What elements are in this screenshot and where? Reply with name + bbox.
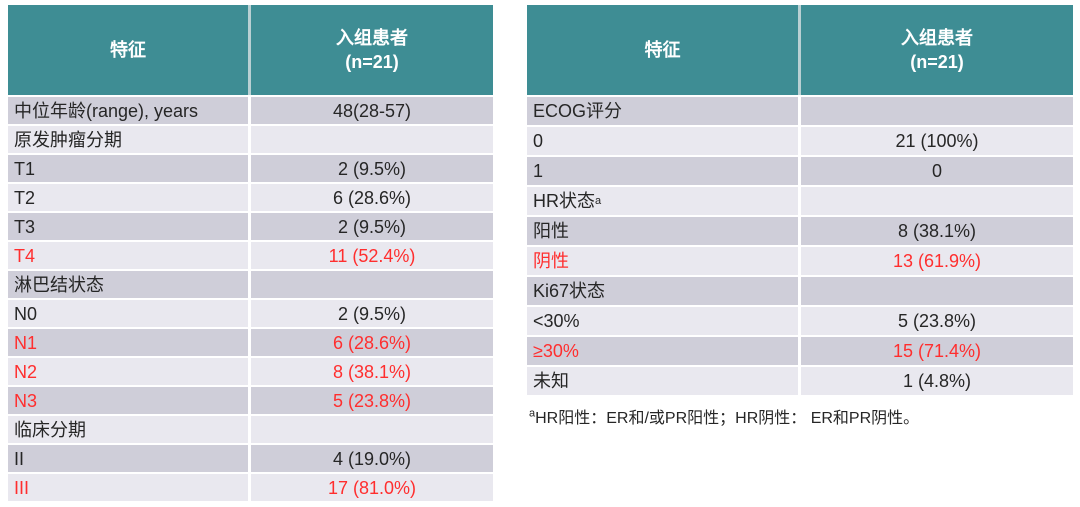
table-row: T3 2 (9.5%) xyxy=(8,213,493,240)
row-value: 6 (28.6%) xyxy=(251,329,493,356)
row-label: 未知 xyxy=(527,367,798,395)
row-label: 临床分期 xyxy=(8,416,248,443)
baseline-table-left: 特征 入组患者 (n=21) 中位年龄(range), years 48(28-5… xyxy=(8,5,493,503)
row-label: II xyxy=(8,445,248,472)
header-patients-label: 入组患者 xyxy=(901,27,973,48)
row-value: 8 (38.1%) xyxy=(801,217,1073,245)
row-label: ECOG评分 xyxy=(527,97,798,125)
row-value xyxy=(251,416,493,443)
row-label: 原发肿瘤分期 xyxy=(8,126,248,153)
row-value xyxy=(251,271,493,298)
row-value xyxy=(801,277,1073,305)
row-value: 2 (9.5%) xyxy=(251,155,493,182)
table-row: N3 5 (23.8%) xyxy=(8,387,493,414)
row-label: ≥30% xyxy=(527,337,798,365)
row-label: N3 xyxy=(8,387,248,414)
table-header: 特征 入组患者 (n=21) xyxy=(527,5,1073,95)
row-value: 5 (23.8%) xyxy=(251,387,493,414)
row-label: III xyxy=(8,474,248,501)
header-feature-column: 特征 xyxy=(527,5,798,95)
row-label: 阳性 xyxy=(527,217,798,245)
header-patients-column: 入组患者 (n=21) xyxy=(251,5,493,95)
row-value: 11 (52.4%) xyxy=(251,242,493,269)
row-value: 5 (23.8%) xyxy=(801,307,1073,335)
row-label: 0 xyxy=(527,127,798,155)
table-row: ≥30% 15 (71.4%) xyxy=(527,337,1073,365)
row-value: 1 (4.8%) xyxy=(801,367,1073,395)
row-value: 2 (9.5%) xyxy=(251,213,493,240)
table-row: N0 2 (9.5%) xyxy=(8,300,493,327)
row-label: N1 xyxy=(8,329,248,356)
row-label: 中位年龄(range), years xyxy=(8,97,248,124)
row-value: 6 (28.6%) xyxy=(251,184,493,211)
row-value: 21 (100%) xyxy=(801,127,1073,155)
row-value: 48(28-57) xyxy=(251,97,493,124)
table-row: 阳性 8 (38.1%) xyxy=(527,217,1073,245)
row-value xyxy=(801,187,1073,215)
table-row: 未知 1 (4.8%) xyxy=(527,367,1073,395)
header-patients-n: (n=21) xyxy=(910,52,964,72)
row-value: 8 (38.1%) xyxy=(251,358,493,385)
row-value: 13 (61.9%) xyxy=(801,247,1073,275)
header-feature-label: 特征 xyxy=(644,39,681,60)
table-row: 原发肿瘤分期 xyxy=(8,126,493,153)
footnote-superscript: a xyxy=(529,407,536,420)
table-row: 中位年龄(range), years 48(28-57) xyxy=(8,97,493,124)
table-row: T4 11 (52.4%) xyxy=(8,242,493,269)
row-value: 0 xyxy=(801,157,1073,185)
row-value: 4 (19.0%) xyxy=(251,445,493,472)
header-patients-column: 入组患者 (n=21) xyxy=(801,5,1073,95)
table-row: N1 6 (28.6%) xyxy=(8,329,493,356)
row-label: 淋巴结状态 xyxy=(8,271,248,298)
table-row: N2 8 (38.1%) xyxy=(8,358,493,385)
row-value: 2 (9.5%) xyxy=(251,300,493,327)
header-feature-column: 特征 xyxy=(8,5,248,95)
row-label: <30% xyxy=(527,307,798,335)
table-body: ECOG评分 0 21 (100%) 1 0 HR状态 a 阳性 8 (38.1%) 阴性 13 (… xyxy=(527,97,1073,395)
table-row: HR状态 a xyxy=(527,187,1073,215)
table-row: II 4 (19.0%) xyxy=(8,445,493,472)
footnote: aHR阳性：ER和/或PR阳性；HR阴性： ER和PR阴性。 xyxy=(529,404,1073,428)
row-label: N2 xyxy=(8,358,248,385)
row-value xyxy=(251,126,493,153)
table-row: T2 6 (28.6%) xyxy=(8,184,493,211)
row-value: 15 (71.4%) xyxy=(801,337,1073,365)
row-value xyxy=(801,97,1073,125)
table-row: 0 21 (100%) xyxy=(527,127,1073,155)
table-row: 阴性 13 (61.9%) xyxy=(527,247,1073,275)
row-label: Ki67状态 xyxy=(527,277,798,305)
table-row: ECOG评分 xyxy=(527,97,1073,125)
table-body: 中位年龄(range), years 48(28-57) 原发肿瘤分期 T1 2 (9.… xyxy=(8,97,493,501)
row-label: 1 xyxy=(527,157,798,185)
row-label: 阴性 xyxy=(527,247,798,275)
row-label: HR状态 a xyxy=(527,187,798,215)
table-row: III 17 (81.0%) xyxy=(8,474,493,501)
row-value: 17 (81.0%) xyxy=(251,474,493,501)
table-row: 临床分期 xyxy=(8,416,493,443)
header-patients-n: (n=21) xyxy=(345,52,399,72)
footnote-text: HR阳性：ER和/或PR阳性；HR阴性： ER和PR阴性。 xyxy=(535,410,920,427)
row-label: T2 xyxy=(8,184,248,211)
row-label: T1 xyxy=(8,155,248,182)
row-label: T3 xyxy=(8,213,248,240)
header-patients-label: 入组患者 xyxy=(336,27,408,48)
header-feature-label: 特征 xyxy=(110,39,146,60)
table-row: <30% 5 (23.8%) xyxy=(527,307,1073,335)
row-label: N0 xyxy=(8,300,248,327)
table-row: Ki67状态 xyxy=(527,277,1073,305)
row-label: T4 xyxy=(8,242,248,269)
table-header: 特征 入组患者 (n=21) xyxy=(8,5,493,95)
table-row: T1 2 (9.5%) xyxy=(8,155,493,182)
table-row: 淋巴结状态 xyxy=(8,271,493,298)
baseline-table-right: 特征 入组患者 (n=21) ECOG评分 0 21 (100%) 1 0 HR状态 a 阳性… xyxy=(527,5,1073,428)
